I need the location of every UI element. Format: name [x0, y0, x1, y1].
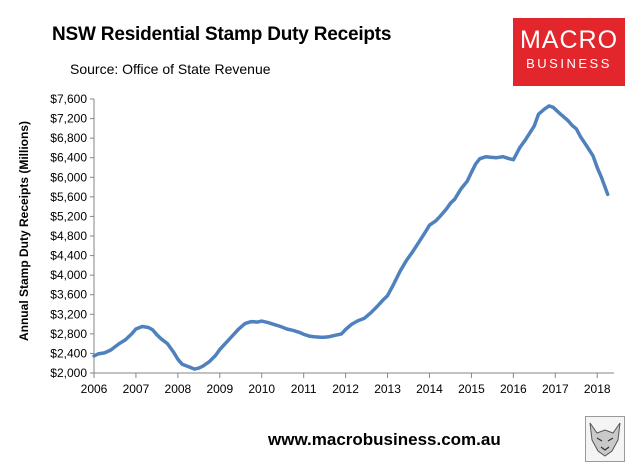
- y-tick-label: $6,400: [50, 151, 87, 165]
- logo-line-business: BUSINESS: [526, 56, 612, 71]
- y-tick-label: $7,200: [50, 112, 87, 126]
- x-tick-label: 2011: [291, 382, 317, 396]
- y-tick-label: $4,400: [50, 249, 87, 263]
- x-tick-label: 2013: [374, 382, 401, 396]
- y-tick-label: $4,800: [50, 229, 87, 243]
- y-tick-label: $2,400: [50, 346, 87, 360]
- y-tick-label: $2,800: [50, 327, 87, 341]
- y-tick-label: $3,600: [50, 288, 87, 302]
- x-tick-label: 2006: [81, 382, 108, 396]
- x-tick-label: 2015: [458, 382, 485, 396]
- wolf-logo-icon: [585, 416, 625, 462]
- y-axis-label: Annual Stamp Duty Receipts (Millions): [17, 121, 31, 341]
- x-tick-label: 2017: [542, 382, 569, 396]
- x-tick-label: 2018: [584, 382, 611, 396]
- series-layer: [92, 104, 610, 371]
- x-tick-label: 2009: [206, 382, 233, 396]
- y-axis: $2,000 $2,400 $2,800 $3,200 $3,600 $4,000 $4,4…: [50, 92, 95, 380]
- logo-line-macro: MACRO: [519, 26, 619, 54]
- page-title: NSW Residential Stamp Duty Receipts: [52, 24, 392, 45]
- x-tick-label: 2007: [123, 382, 150, 396]
- y-tick-label: $2,000: [50, 366, 87, 380]
- y-tick-label: $5,200: [50, 209, 87, 223]
- x-tick-label: 2016: [500, 382, 527, 396]
- y-tick-label: $5,600: [50, 190, 87, 204]
- x-tick-label: 2012: [332, 382, 359, 396]
- y-tick-label: $6,800: [50, 131, 87, 145]
- x-tick-label: 2014: [416, 382, 443, 396]
- y-tick-label: $6,000: [50, 170, 87, 184]
- y-tick-label: $3,200: [50, 307, 87, 321]
- footer-url: www.macrobusiness.com.au: [268, 430, 501, 449]
- series-line-0: [92, 104, 610, 371]
- y-tick-label: $4,000: [50, 268, 87, 282]
- x-tick-label: 2008: [165, 382, 192, 396]
- x-axis: 2006 2007 2008 2009 2010 2011 2012 2013 2014 2015…: [81, 372, 614, 396]
- macrobusiness-logo: MACRO BUSINESS: [513, 18, 625, 86]
- x-tick-label: 2010: [248, 382, 275, 396]
- source-note: Source: Office of State Revenue: [70, 61, 271, 77]
- y-tick-label: $7,600: [50, 92, 87, 106]
